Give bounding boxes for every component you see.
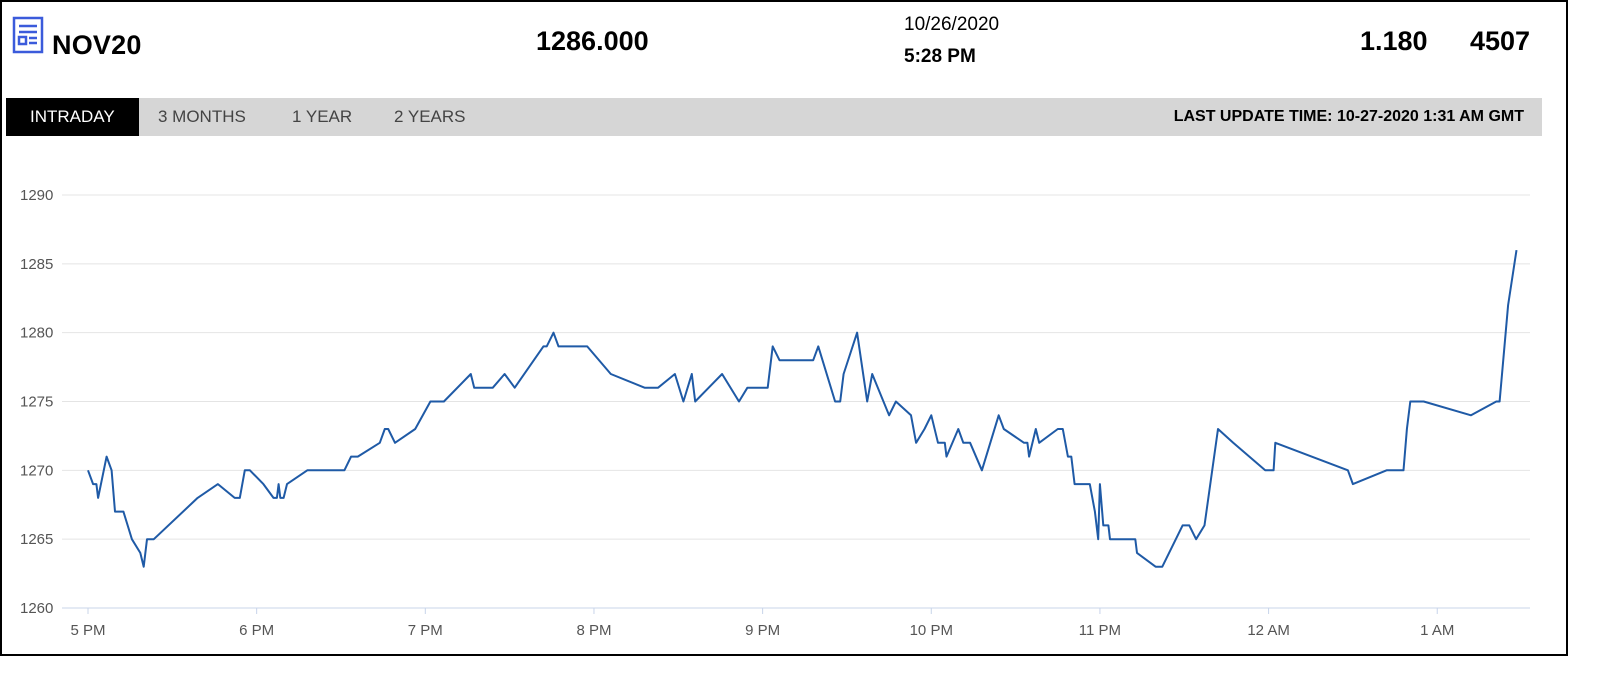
y-tick-label: 1260: [20, 600, 53, 617]
intraday-line-chart: 1260 1265 1270 1275 1280 1285 1290 5 PM 6 PM 7 PM…: [20, 187, 1530, 639]
tab-intraday[interactable]: INTRADAY: [6, 98, 139, 136]
quote-panel: NOV20 1286.000 10/26/2020 5:28 PM 1.180 …: [0, 0, 1568, 656]
x-tick-label: 10 PM: [910, 622, 953, 639]
x-tick-label: 1 AM: [1420, 622, 1454, 639]
x-tick-label: 12 AM: [1247, 622, 1290, 639]
last-update-time: LAST UPDATE TIME: 10-27-2020 1:31 AM GMT: [1173, 108, 1524, 125]
y-tick-label: 1285: [20, 256, 53, 273]
y-tick-label: 1265: [20, 531, 53, 548]
last-price: 1286.000: [536, 26, 649, 56]
x-tick-label: 9 PM: [745, 622, 780, 639]
y-tick-label: 1270: [20, 462, 53, 479]
tab-3-months[interactable]: 3 MONTHS: [158, 107, 246, 126]
y-tick-label: 1290: [20, 187, 53, 204]
quote-date: 10/26/2020: [904, 14, 1000, 35]
x-tick-label: 11 PM: [1079, 622, 1121, 639]
x-tick-label: 8 PM: [576, 622, 611, 639]
x-tick-label: 6 PM: [239, 622, 274, 639]
x-tick-label: 7 PM: [408, 622, 443, 639]
tab-2-years[interactable]: 2 YEARS: [394, 107, 466, 126]
y-tick-label: 1280: [20, 325, 53, 342]
price-series-line: [87, 249, 1518, 568]
range-tabs: INTRADAY 3 MONTHS 1 YEAR 2 YEARS LAST UP…: [6, 98, 1542, 136]
volume: 4507: [1470, 26, 1531, 56]
y-tick-label: 1275: [20, 394, 53, 411]
price-change: 1.180: [1360, 26, 1428, 56]
tab-1-year[interactable]: 1 YEAR: [292, 107, 353, 126]
report-icon[interactable]: [12, 16, 44, 54]
contract-symbol: NOV20: [52, 30, 142, 60]
quote-time: 5:28 PM: [904, 46, 976, 67]
x-tick-label: 5 PM: [70, 622, 105, 639]
